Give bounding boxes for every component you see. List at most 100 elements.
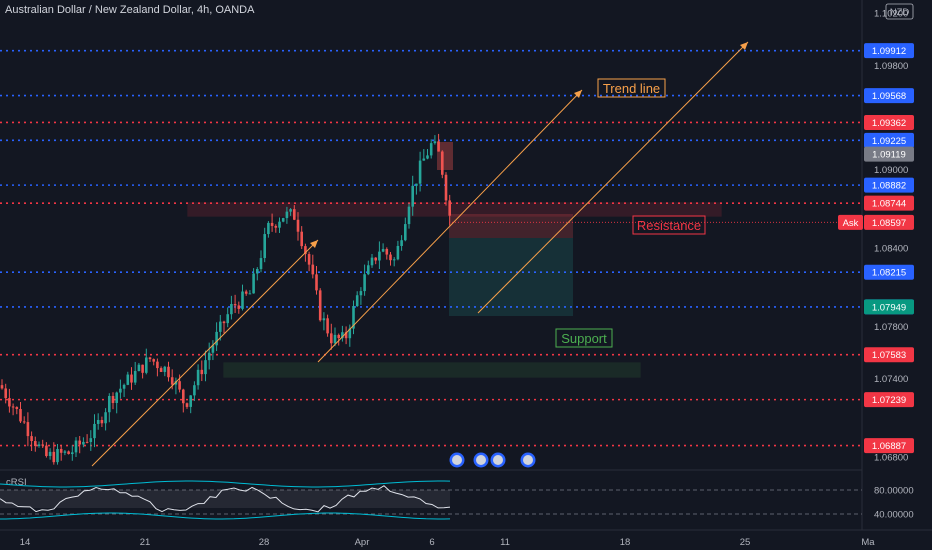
chart-title: Australian Dollar / New Zealand Dollar, … (5, 4, 255, 16)
candle-body (119, 388, 122, 393)
candle-body (326, 318, 329, 334)
candle-body (341, 332, 344, 339)
candle-body (130, 374, 133, 383)
candle-body (15, 407, 19, 409)
candle-body (141, 364, 144, 373)
candle-body (48, 451, 52, 456)
support-zone (223, 362, 641, 378)
price-label-box (864, 214, 914, 230)
candle-body (108, 396, 111, 413)
candle-body (367, 265, 370, 275)
candle-body (211, 345, 215, 353)
candle-body (133, 371, 137, 383)
ask-tag: Ask (843, 218, 859, 229)
candle-body (426, 155, 429, 159)
candle-body (52, 451, 56, 463)
candle-body (448, 200, 451, 216)
x-tick-label: 28 (259, 537, 270, 548)
candle-body (152, 359, 155, 362)
stop-loss-zone (449, 214, 573, 238)
price-label-box (864, 264, 914, 280)
support-label-box (555, 328, 613, 348)
price-label: 1.09912 (872, 46, 906, 57)
y-tick-label: 1.08400 (874, 244, 908, 255)
price-label-box (864, 438, 914, 454)
trend-line-label: Trend line (603, 81, 660, 96)
candle-body (219, 321, 222, 332)
candle-body (374, 257, 377, 261)
event-flag-inner (493, 455, 503, 465)
candle-body (200, 369, 204, 375)
candle-body (389, 254, 392, 261)
osc-tick: 40.00000 (874, 510, 914, 521)
candle-body (67, 451, 70, 455)
candle-body (85, 441, 89, 443)
candle-body (363, 274, 366, 292)
candle-body (167, 366, 170, 378)
candle-body (400, 240, 403, 246)
take-profit-zone (449, 238, 573, 316)
candle-body (41, 444, 44, 446)
price-label: 1.06887 (872, 441, 906, 452)
x-tick-label: 18 (620, 537, 631, 548)
price-label: 1.09119 (872, 150, 906, 161)
price-label: 1.08597 (872, 218, 906, 229)
candle-body (82, 441, 85, 445)
osc-tick: 80.00000 (874, 486, 914, 497)
candle-body (163, 366, 167, 372)
candle-body (4, 388, 7, 399)
y-tick-label: 1.06800 (874, 452, 908, 463)
candle-body (418, 160, 422, 184)
price-label: 1.09362 (872, 118, 906, 129)
candle-body (429, 143, 433, 156)
price-label: 1.07583 (872, 350, 906, 361)
trend-arrowhead-2 (574, 90, 582, 98)
price-label-box (864, 299, 914, 315)
candle-body (122, 384, 126, 389)
candle-body (270, 222, 274, 226)
price-label: 1.07949 (872, 302, 906, 313)
x-tick-label: 11 (500, 537, 510, 548)
resistance-zone (187, 202, 722, 217)
candle-body (159, 368, 163, 372)
currency-label: NZD (890, 7, 910, 18)
candle-body (315, 274, 318, 291)
candle-body (237, 305, 241, 309)
candle-body (352, 306, 355, 329)
candle-body (189, 395, 192, 407)
candle-body (252, 273, 255, 294)
price-label-box (864, 114, 914, 130)
candle-body (407, 206, 411, 225)
candle-body (244, 291, 248, 294)
osc-line (0, 485, 451, 513)
candle-body (415, 183, 418, 186)
candle-body (8, 398, 11, 407)
candle-body (115, 392, 118, 403)
candle-body (263, 234, 266, 259)
candle-body (226, 314, 229, 324)
candle-body (330, 333, 333, 344)
x-tick-label: 6 (429, 537, 434, 548)
candle-body (100, 419, 104, 424)
candle-body (359, 291, 363, 296)
candle-body (111, 396, 115, 403)
price-label-box (864, 177, 914, 193)
x-tick-label: 14 (20, 537, 31, 548)
candle-body (337, 334, 340, 339)
candle-body (311, 264, 315, 275)
candle-body (63, 451, 67, 453)
event-flag-inner (476, 455, 486, 465)
candle-body (30, 436, 33, 442)
candle-body (241, 291, 244, 309)
resistance-label: Resistance (637, 218, 701, 233)
candle-body (71, 452, 74, 455)
price-label: 1.08215 (872, 268, 906, 279)
candle-body (370, 257, 374, 266)
x-tick-label: 21 (140, 537, 151, 548)
candle-body (193, 385, 196, 396)
candle-body (307, 254, 311, 265)
trend-line-label-box (597, 78, 666, 98)
x-tick-label: Ma (861, 537, 875, 548)
